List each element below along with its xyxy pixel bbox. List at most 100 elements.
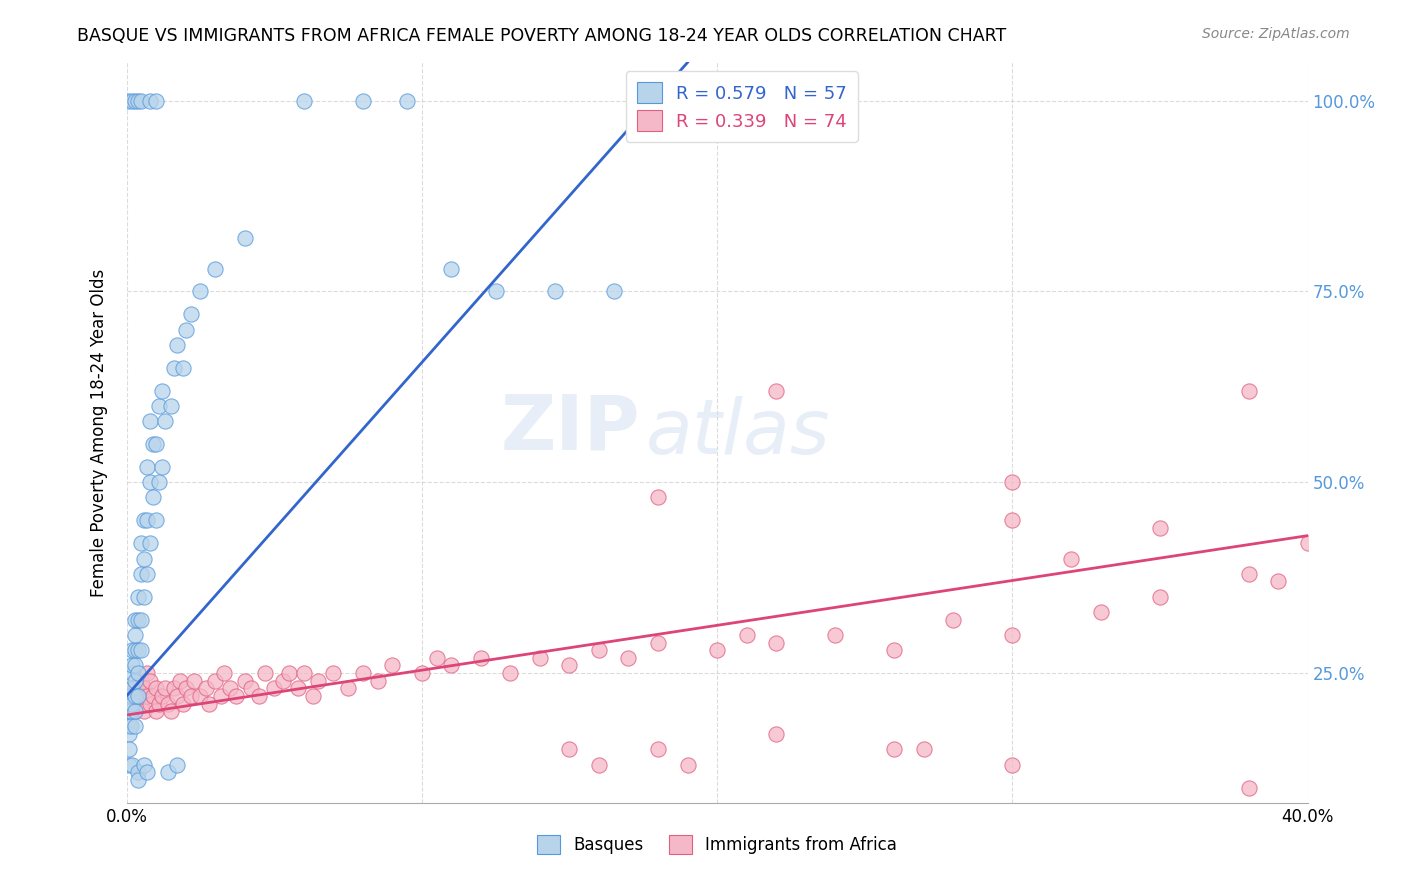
Point	[292, 666, 315, 681]
Point	[233, 673, 256, 688]
Point	[195, 681, 218, 696]
Point	[188, 285, 212, 299]
Point	[249, 689, 271, 703]
Point	[142, 437, 165, 451]
Text: atlas: atlas	[647, 396, 831, 469]
Point	[160, 704, 183, 718]
Point	[603, 285, 626, 299]
Point	[129, 94, 153, 108]
Point	[529, 650, 551, 665]
Point	[145, 704, 167, 718]
Point	[118, 727, 141, 741]
Point	[127, 643, 149, 657]
Point	[129, 536, 153, 550]
Point	[254, 666, 277, 681]
Point	[411, 666, 433, 681]
Point	[127, 689, 149, 703]
Point	[337, 681, 360, 696]
Point	[127, 94, 149, 108]
Point	[142, 689, 165, 703]
Point	[127, 689, 149, 703]
Point	[470, 650, 492, 665]
Point	[558, 658, 581, 673]
Point	[278, 666, 301, 681]
Point	[136, 566, 159, 581]
Point	[706, 643, 728, 657]
Point	[121, 666, 143, 681]
Point	[127, 772, 149, 787]
Point	[145, 437, 167, 451]
Point	[121, 689, 143, 703]
Point	[117, 94, 139, 108]
Point	[1237, 566, 1260, 581]
Point	[129, 697, 153, 711]
Point	[263, 681, 285, 696]
Point	[124, 628, 146, 642]
Point	[139, 414, 162, 428]
Point	[136, 513, 159, 527]
Point	[121, 697, 143, 711]
Point	[124, 673, 146, 688]
Point	[129, 613, 153, 627]
Point	[127, 613, 149, 627]
Point	[129, 566, 153, 581]
Point	[153, 414, 176, 428]
Point	[1237, 780, 1260, 795]
Point	[139, 94, 162, 108]
Point	[204, 673, 226, 688]
Point	[912, 742, 935, 756]
Point	[1149, 590, 1171, 604]
Point	[148, 697, 170, 711]
Point	[145, 94, 167, 108]
Point	[499, 666, 522, 681]
Point	[292, 94, 315, 108]
Point	[150, 384, 173, 398]
Legend: Basques, Immigrants from Africa: Basques, Immigrants from Africa	[530, 829, 904, 861]
Point	[166, 338, 188, 352]
Point	[120, 704, 142, 718]
Point	[121, 643, 143, 657]
Point	[121, 658, 143, 673]
Point	[735, 628, 758, 642]
Point	[120, 719, 142, 733]
Point	[124, 613, 146, 627]
Point	[134, 757, 156, 772]
Point	[301, 689, 323, 703]
Point	[396, 94, 419, 108]
Point	[136, 689, 159, 703]
Point	[148, 399, 170, 413]
Point	[352, 666, 374, 681]
Point	[139, 697, 162, 711]
Point	[172, 360, 194, 375]
Point	[118, 719, 141, 733]
Point	[765, 727, 787, 741]
Point	[118, 757, 141, 772]
Point	[134, 551, 156, 566]
Text: Source: ZipAtlas.com: Source: ZipAtlas.com	[1202, 27, 1350, 41]
Point	[425, 650, 447, 665]
Point	[1001, 475, 1024, 490]
Point	[118, 689, 141, 703]
Point	[118, 742, 141, 756]
Point	[484, 285, 508, 299]
Point	[647, 635, 669, 649]
Point	[174, 681, 197, 696]
Point	[381, 658, 404, 673]
Point	[209, 689, 232, 703]
Point	[1001, 757, 1024, 772]
Point	[139, 536, 162, 550]
Text: BASQUE VS IMMIGRANTS FROM AFRICA FEMALE POVERTY AMONG 18-24 YEAR OLDS CORRELATIO: BASQUE VS IMMIGRANTS FROM AFRICA FEMALE …	[77, 27, 1007, 45]
Point	[212, 666, 235, 681]
Point	[676, 757, 699, 772]
Point	[225, 689, 247, 703]
Point	[647, 742, 669, 756]
Point	[183, 673, 205, 688]
Point	[233, 231, 256, 245]
Point	[134, 681, 156, 696]
Point	[883, 643, 905, 657]
Point	[322, 666, 344, 681]
Point	[308, 673, 330, 688]
Point	[121, 757, 143, 772]
Point	[1090, 605, 1112, 619]
Point	[588, 757, 610, 772]
